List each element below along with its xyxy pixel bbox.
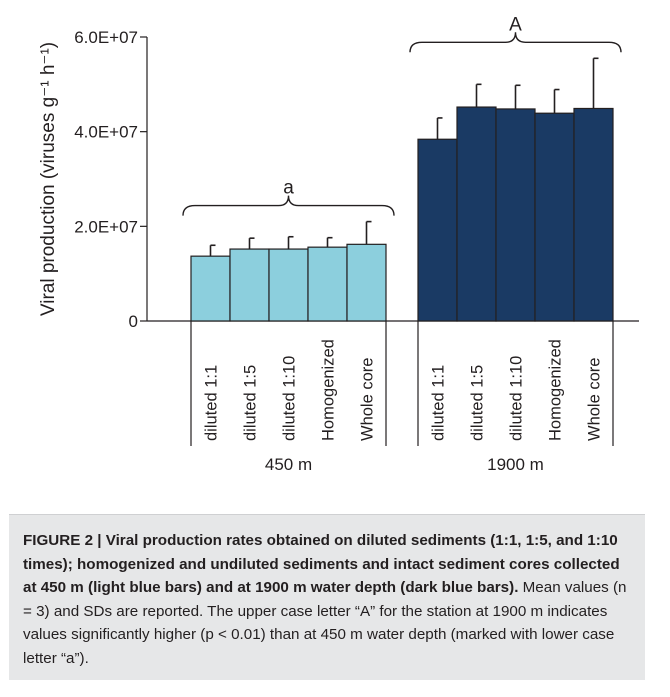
category-label: diluted 1:10 <box>508 356 526 441</box>
category-label: Homogenized <box>320 339 338 441</box>
group-brace <box>182 195 395 216</box>
group-brace <box>409 32 622 53</box>
category-label: diluted 1:5 <box>469 365 487 441</box>
bar <box>456 106 497 322</box>
category-label: diluted 1:10 <box>281 356 299 441</box>
category-label: Whole core <box>359 358 377 441</box>
category-label: Homogenized <box>547 339 565 441</box>
bar <box>229 248 270 322</box>
significance-letter: A <box>509 14 522 35</box>
bar <box>417 138 458 322</box>
bar <box>268 248 309 322</box>
bar <box>346 243 387 322</box>
bar <box>573 107 614 322</box>
y-tick-label: 4.0E+07 <box>74 123 138 142</box>
y-tick-label: 6.0E+07 <box>74 28 138 47</box>
significance-letter: a <box>283 178 294 199</box>
bar-chart: 0 2.0E+07 4.0E+07 6.0E+07 Viral production (… <box>38 14 639 474</box>
y-axis-label: Viral production (viruses g⁻¹ h⁻¹) <box>38 42 59 316</box>
y-tick-label: 0 <box>129 312 138 331</box>
category-label: diluted 1:1 <box>203 365 221 441</box>
group-label: 450 m <box>265 455 312 474</box>
bar <box>190 255 231 322</box>
bar <box>495 108 536 322</box>
category-label: diluted 1:1 <box>430 365 448 441</box>
group-label: 1900 m <box>487 455 544 474</box>
figure-caption: FIGURE 2 | Viral production rates obtain… <box>9 514 645 680</box>
category-label: diluted 1:5 <box>242 365 260 441</box>
caption-text: Mean values (n = 3) and SDs are reported… <box>23 579 627 667</box>
bar <box>534 112 575 322</box>
bar <box>307 246 348 322</box>
y-tick-label: 2.0E+07 <box>74 217 138 236</box>
caption-title: FIGURE 2 | Viral production rates obtain… <box>23 532 620 596</box>
category-label: Whole core <box>586 358 604 441</box>
